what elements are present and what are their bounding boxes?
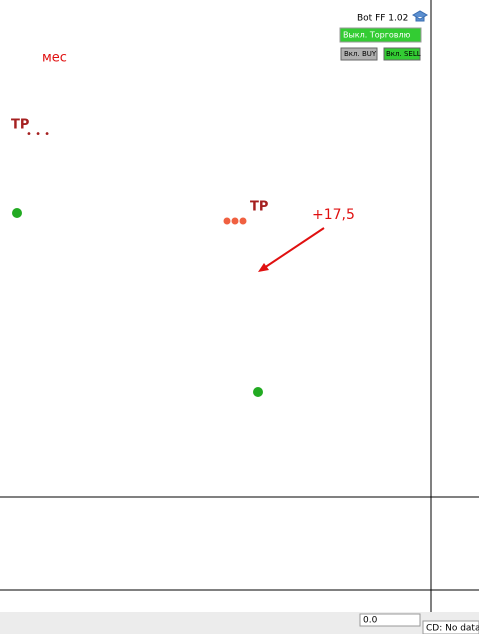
profit-annotation: +17,5: [312, 207, 355, 223]
entry-marker: [253, 387, 263, 397]
bot-icon: [411, 10, 429, 22]
tp-dots: • • •: [26, 129, 50, 140]
trade-button-label: Выкл. Торговлю: [343, 31, 411, 40]
arrow: [263, 227, 325, 269]
tp-marker: TP: [250, 200, 268, 215]
sell-button-label: Вкл. SELL: [386, 50, 421, 58]
status-box: [359, 613, 421, 627]
sell-button[interactable]: [383, 47, 421, 61]
annotation: мес: [42, 51, 67, 66]
buy-button-label: Вкл. BUY: [344, 50, 377, 58]
status-box: [422, 620, 479, 634]
status-strip: [0, 612, 479, 634]
arrow-head: [258, 263, 269, 272]
tp-marker: TP: [11, 118, 29, 133]
trade-button[interactable]: [339, 27, 422, 43]
status-cd: CD: No data: [426, 624, 479, 634]
marker-dot: [231, 217, 239, 225]
buy-button[interactable]: [340, 47, 378, 61]
marker-dot: [223, 217, 231, 225]
status-value: 0.0: [363, 616, 378, 626]
entry-marker: [12, 208, 22, 218]
marker-dot: [239, 217, 247, 225]
bot-name: Bot FF 1.02: [357, 14, 408, 24]
